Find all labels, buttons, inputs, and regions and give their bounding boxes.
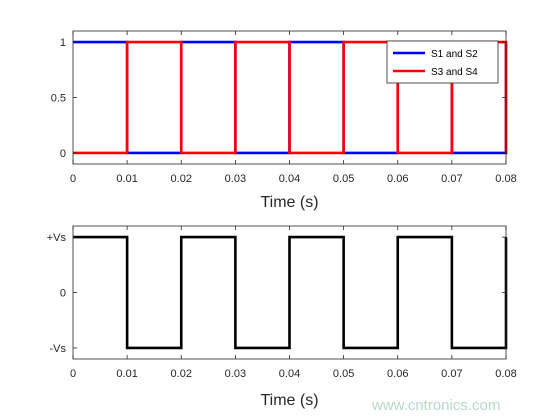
y-tick-label: +Vs: [47, 232, 67, 244]
x-tick-label: 0.06: [387, 173, 408, 185]
x-tick-label: 0.08: [495, 368, 516, 380]
x-tick-label: 0.01: [116, 368, 137, 380]
y-tick-label: 0.5: [51, 93, 66, 105]
x-tick-label: 0.05: [333, 173, 354, 185]
x-tick-label: 0.03: [225, 173, 246, 185]
x-tick-label: 0.04: [279, 173, 300, 185]
x-tick-label: 0.02: [171, 173, 192, 185]
x-tick-label: 0.05: [333, 368, 354, 380]
x-axis-label: Time (s): [260, 194, 318, 211]
x-tick-label: 0.07: [441, 173, 462, 185]
x-tick-label: 0: [70, 368, 76, 380]
x-tick-label: 0.07: [441, 368, 462, 380]
top-switching-chart: 0 0.01 0.02 0.03 0.04 0.05 0.06 0.07 0.08 0 0.5 1 Ti…: [51, 30, 517, 211]
y-tick-label: 0: [60, 148, 66, 160]
watermark-text: www.cntronics.com: [371, 397, 500, 414]
series-line-s3-and-s4: [73, 40, 508, 155]
legend-box: [386, 40, 499, 84]
y-tick-label: -Vs: [50, 343, 67, 355]
x-tick-label: 0.01: [116, 173, 137, 185]
legend-entry-label: S1 and S2: [431, 49, 478, 60]
x-tick-label: 0.03: [225, 368, 246, 380]
bottom-output-voltage-chart: 0 0.01 0.02 0.03 0.04 0.05 0.06 0.07 0.08 -Vs 0 +Vs…: [47, 225, 517, 409]
x-tick-label: 0.08: [495, 173, 516, 185]
x-tick-label: 0.04: [279, 368, 300, 380]
x-axis-label: Time (s): [260, 392, 318, 409]
y-tick-label: 1: [60, 37, 66, 49]
x-tick-label: 0.02: [171, 368, 192, 380]
legend-entry-label: S3 and S4: [431, 67, 478, 78]
legend: S1 and S2 S3 and S4: [386, 40, 499, 84]
series-line-output-voltage: [73, 235, 508, 350]
x-tick-label: 0.06: [387, 368, 408, 380]
y-tick-label: 0: [60, 288, 66, 300]
x-tick-label: 0: [70, 173, 76, 185]
